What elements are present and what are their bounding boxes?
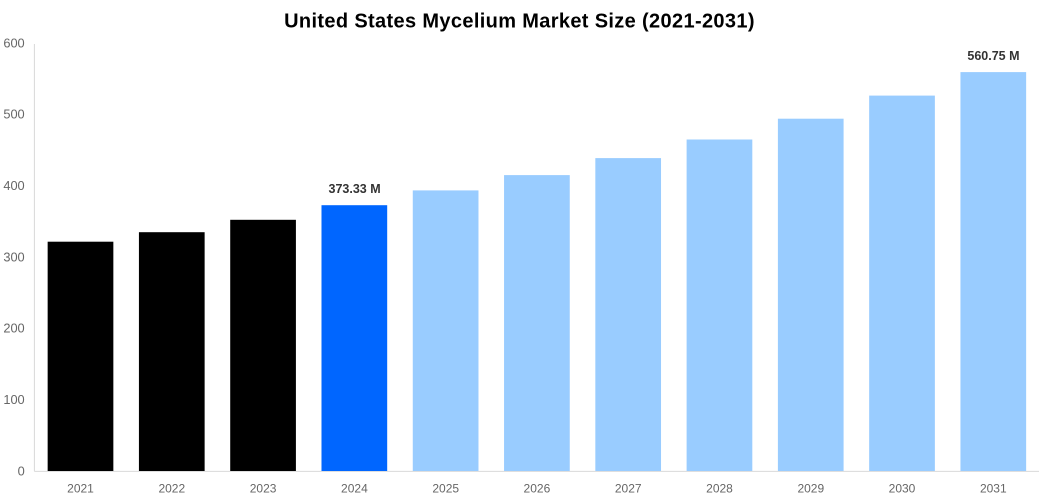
svg-text:400: 400 bbox=[3, 178, 24, 193]
svg-text:2026: 2026 bbox=[524, 482, 551, 496]
svg-text:100: 100 bbox=[3, 392, 24, 407]
svg-text:2023: 2023 bbox=[250, 482, 277, 496]
svg-text:560.75 M: 560.75 M bbox=[967, 49, 1019, 63]
svg-text:500: 500 bbox=[3, 107, 24, 122]
svg-text:373.33 M: 373.33 M bbox=[329, 182, 381, 196]
svg-text:2025: 2025 bbox=[432, 482, 459, 496]
svg-text:2028: 2028 bbox=[706, 482, 733, 496]
svg-text:2030: 2030 bbox=[889, 482, 916, 496]
svg-text:2031: 2031 bbox=[980, 482, 1007, 496]
svg-text:2024: 2024 bbox=[341, 482, 368, 496]
svg-text:2022: 2022 bbox=[158, 482, 185, 496]
svg-text:United States Mycelium Market: United States Mycelium Market Size (2021… bbox=[284, 11, 755, 33]
svg-text:600: 600 bbox=[3, 35, 24, 50]
svg-text:0: 0 bbox=[18, 463, 25, 478]
svg-text:2027: 2027 bbox=[615, 482, 642, 496]
svg-text:2029: 2029 bbox=[797, 482, 824, 496]
svg-text:200: 200 bbox=[3, 321, 24, 336]
svg-text:300: 300 bbox=[3, 249, 24, 264]
svg-text:2021: 2021 bbox=[67, 482, 94, 496]
